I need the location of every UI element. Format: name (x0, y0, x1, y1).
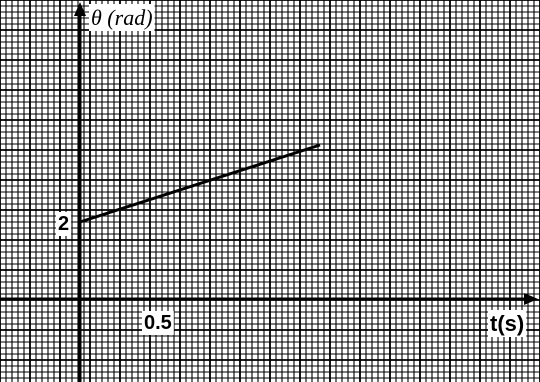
series-line-0 (79, 143, 321, 224)
x-tick-label-0: 0.5 (144, 312, 172, 334)
series-layer (79, 143, 321, 224)
y-axis-label: θ (rad) (91, 5, 153, 30)
y-tick-label-0-bg (56, 212, 72, 236)
x-axis-label-bg (488, 310, 527, 337)
y-tick-label-0: 2 (58, 213, 69, 235)
labels: θ (rad) t(s) 2 0.5 (56, 4, 527, 337)
x-axis-arrow (524, 293, 538, 305)
x-tick-label-0-bg (142, 311, 174, 335)
y-axis-arrow (74, 2, 86, 16)
x-axis-label: t(s) (490, 311, 524, 336)
y-axis-label-bg (89, 4, 155, 31)
